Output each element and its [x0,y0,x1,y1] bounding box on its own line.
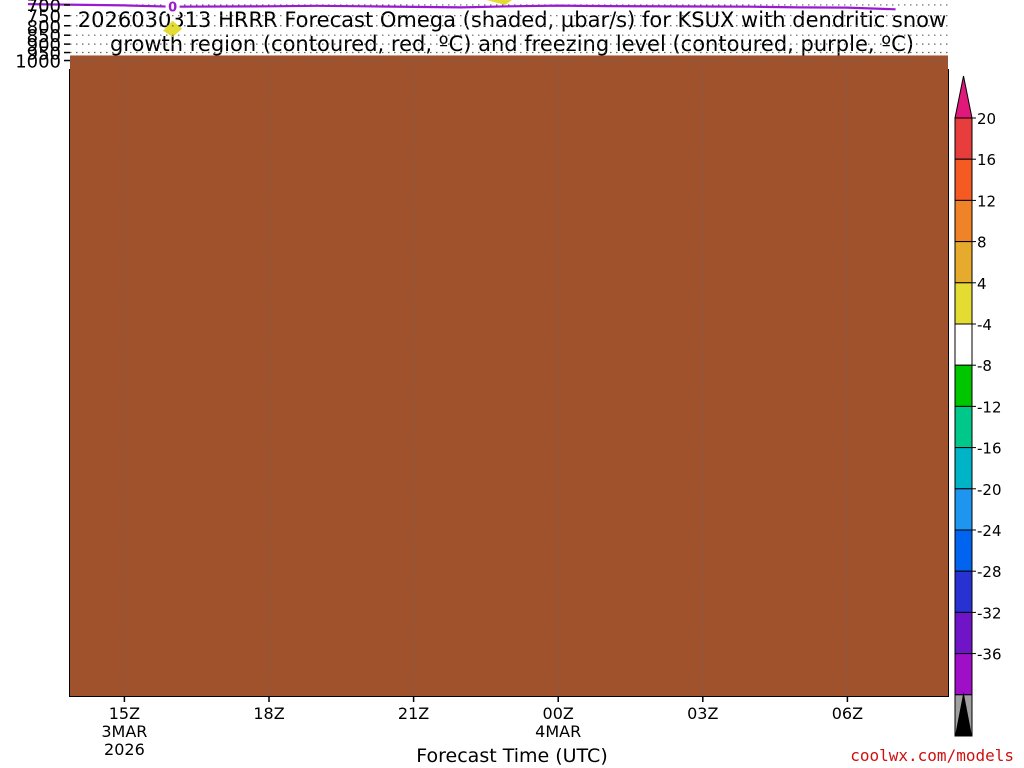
colorbar-swatch-6 [954,364,973,407]
colorbar-swatch-3 [954,241,973,284]
chart-title-line1: 2026030313 HRRR Forecast Omega (shaded, … [77,8,947,32]
credit-link[interactable]: coolwx.com/models [850,746,1014,765]
colorbar-label-9: -20 [977,481,1002,499]
x-tick-label-1: 18Z [253,704,284,723]
colorbar-bottom-arrow [955,692,972,736]
colorbar-swatch-13 [954,653,973,696]
colorbar-label-13: -36 [977,646,1002,664]
ground-surface [70,55,948,696]
x-tick-sublabel2-0: 2026 [104,740,145,759]
omega-region-7 [163,20,183,37]
y-tick-label-13: 900 [27,35,61,56]
colorbar-label-0: 20 [977,110,996,128]
colorbar-label-7: -12 [977,398,1002,416]
colorbar-swatch-11 [954,570,973,613]
x-tick-label-4: 03Z [687,704,718,723]
x-tick-label-2: 21Z [398,704,429,723]
colorbar-swatch-10 [954,529,973,572]
colorbar-swatch-5 [954,323,973,366]
colorbar: 20 16 12 8 4 -4 -8 -12 -16 -20 -24 -28 -32 -36 [954,75,1002,737]
contour-label-bg-2-0 [165,0,180,14]
colorbar-label-2: 12 [977,192,996,210]
x-tick-sublabel-3: 4MAR [535,722,581,741]
ground-layer [70,55,948,696]
colorbar-swatch-9 [954,488,973,531]
colorbar-swatch-7 [954,405,973,449]
contour-line-2 [27,3,896,11]
y-tick-label-14: 950 [27,44,61,65]
colorbar-top-arrow [954,75,973,119]
colorbar-label-11: -28 [977,563,1002,581]
contour-lines: -18-18-12-120 [27,0,896,16]
y-tick-label-15: 1000 [15,52,61,73]
colorbar-label-6: -8 [977,357,992,375]
y-tick-label-10: 750 [27,7,61,28]
x-tick-sublabel-0: 3MAR [101,722,147,741]
y-tick-label-11: 800 [27,17,61,38]
colorbar-label-1: 16 [977,151,996,169]
y-tick-label-9: 700 [27,0,61,17]
y-tick-label-12: 850 [27,26,61,47]
x-tick-label-0: 15Z [109,704,140,723]
colorbar-swatch-0 [954,117,973,160]
y-tick-label-8: 650 [27,0,61,5]
x-tick-label-3: 00Z [543,704,574,723]
colorbar-label-4: 4 [977,275,987,293]
colorbar-label-3: 8 [977,234,987,252]
x-tick-label-5: 06Z [832,704,863,723]
colorbar-label-5: -4 [977,316,992,334]
axes: 2503003504004505005506006507007508008509… [15,0,863,759]
omega-regions [163,0,513,37]
colorbar-swatch-12 [954,611,973,655]
colorbar-swatch-4 [954,282,973,325]
grid-lines [70,4,948,696]
colorbar-label-8: -16 [977,440,1002,458]
chart-title: 2026030313 HRRR Forecast Omega (shaded, … [0,8,1024,56]
colorbar-swatch-8 [954,447,973,490]
x-axis-label: Forecast Time (UTC) [416,745,608,767]
colorbar-swatch-2 [954,199,973,243]
colorbar-label-10: -24 [977,522,1002,540]
colorbar-label-12: -32 [977,604,1002,622]
omega-region-5 [486,0,513,5]
contour-label-2-0: 0 [168,1,177,16]
colorbar-swatch-1 [954,158,973,201]
